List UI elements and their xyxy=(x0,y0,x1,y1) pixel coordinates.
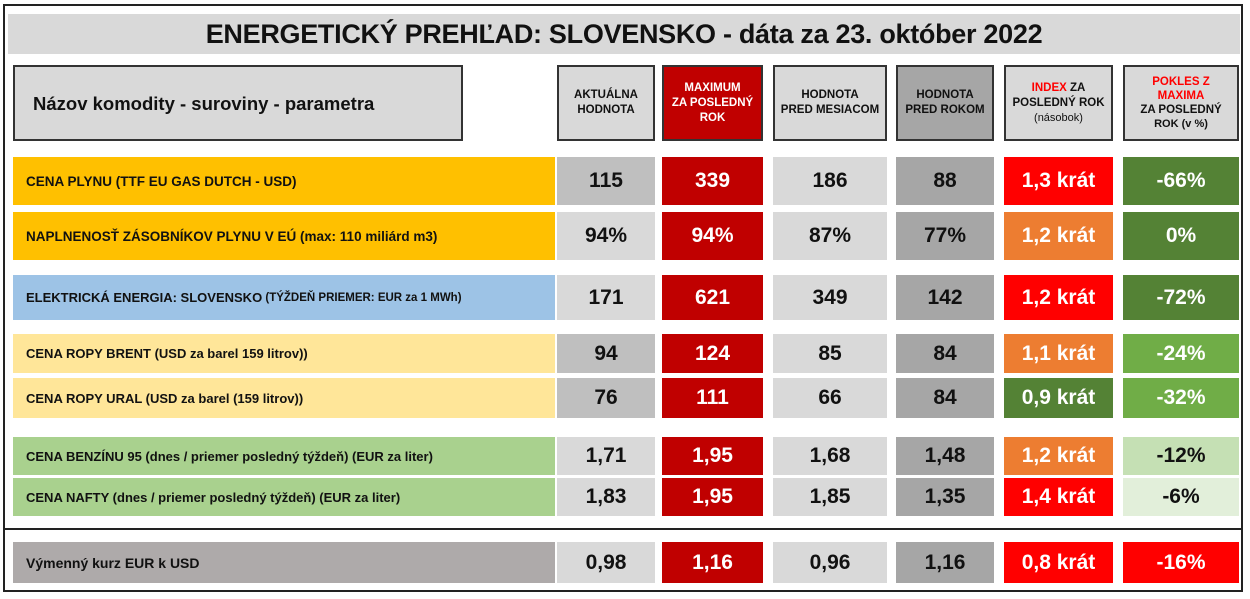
header-month-ago: HODNOTA PRED MESIACOM xyxy=(773,65,887,141)
row-name-text: CENA BENZÍNU 95 (dnes / priemer posledný… xyxy=(26,448,433,464)
cell-index: 1,1 krát xyxy=(1004,334,1113,373)
cell-month-ago: 349 xyxy=(773,275,887,320)
cell-maximum: 111 xyxy=(662,378,763,418)
row-name-suffix: (TÝŽDEŇ PRIEMER: EUR za 1 MWh) xyxy=(262,291,462,304)
header-drop-line3: ZA POSLEDNÝ xyxy=(1140,104,1222,116)
cell-current: 94 xyxy=(557,334,655,373)
header-current: AKTUÁLNA HODNOTA xyxy=(557,65,655,141)
cell-index: 0,8 krát xyxy=(1004,542,1113,583)
cell-month-ago: 87% xyxy=(773,212,887,260)
cell-index: 1,2 krát xyxy=(1004,437,1113,475)
header-maximum: MAXIMUM ZA POSLEDNÝ ROK xyxy=(662,65,763,141)
header-index-rest: ZA xyxy=(1066,81,1086,94)
header-month-line1: HODNOTA xyxy=(801,89,859,101)
cell-index: 1,2 krát xyxy=(1004,275,1113,320)
header-maximum-line2: ZA POSLEDNÝ xyxy=(671,96,754,109)
cell-year-ago: 84 xyxy=(896,334,994,373)
cell-year-ago: 77% xyxy=(896,212,994,260)
cell-drop: -72% xyxy=(1123,275,1239,320)
cell-month-ago: 186 xyxy=(773,157,887,205)
cell-index: 0,9 krát xyxy=(1004,378,1113,418)
header-month-line2: PRED MESIACOM xyxy=(780,104,880,116)
page-title: ENERGETICKÝ PREHĽAD: SLOVENSKO - dáta za… xyxy=(8,14,1240,54)
cell-current: 76 xyxy=(557,378,655,418)
header-name: Názov komodity - suroviny - parametra xyxy=(13,65,463,141)
row-name: CENA PLYNU (TTF EU GAS DUTCH - USD) xyxy=(13,157,555,205)
header-drop: POKLES Z MAXIMA ZA POSLEDNÝ ROK (v %) xyxy=(1123,65,1239,141)
cell-drop: -32% xyxy=(1123,378,1239,418)
cell-drop: -6% xyxy=(1123,478,1239,516)
cell-drop: -12% xyxy=(1123,437,1239,475)
cell-drop: -16% xyxy=(1123,542,1239,583)
cell-maximum: 94% xyxy=(662,212,763,260)
header-index-line3: (násobok) xyxy=(1034,111,1083,124)
header-maximum-line1: MAXIMUM xyxy=(684,81,741,94)
row-name-text: CENA ROPY BRENT (USD za barel 159 litrov… xyxy=(26,346,308,361)
header-current-line1: AKTUÁLNA xyxy=(574,89,638,101)
cell-maximum: 124 xyxy=(662,334,763,373)
cell-drop: -24% xyxy=(1123,334,1239,373)
header-index-line1: INDEX ZA xyxy=(1032,81,1086,96)
cell-year-ago: 1,48 xyxy=(896,437,994,475)
cell-drop: -66% xyxy=(1123,157,1239,205)
cell-current: 171 xyxy=(557,275,655,320)
cell-year-ago: 1,16 xyxy=(896,542,994,583)
cell-index: 1,4 krát xyxy=(1004,478,1113,516)
header-maximum-line3: ROK xyxy=(699,111,726,124)
cell-year-ago: 142 xyxy=(896,275,994,320)
cell-year-ago: 88 xyxy=(896,157,994,205)
row-name-text: NAPLNENOSŤ ZÁSOBNÍKOV PLYNU V EÚ (max: 1… xyxy=(26,228,438,244)
cell-current: 1,83 xyxy=(557,478,655,516)
cell-maximum: 1,95 xyxy=(662,437,763,475)
row-name-text: Výmenný kurz EUR k USD xyxy=(26,554,200,571)
row-name: ELEKTRICKÁ ENERGIA: SLOVENSKO (TÝŽDEŇ PR… xyxy=(13,275,555,320)
cell-month-ago: 0,96 xyxy=(773,542,887,583)
row-name: CENA ROPY URAL (USD za barel (159 litrov… xyxy=(13,378,555,418)
row-name: Výmenný kurz EUR k USD xyxy=(13,542,555,583)
header-year-line1: HODNOTA xyxy=(916,89,974,101)
row-name-text: ELEKTRICKÁ ENERGIA: SLOVENSKO xyxy=(26,290,263,305)
row-name: CENA ROPY BRENT (USD za barel 159 litrov… xyxy=(13,334,555,373)
header-year-ago: HODNOTA PRED ROKOM xyxy=(896,65,994,141)
header-drop-line2: MAXIMA xyxy=(1157,90,1205,102)
cell-current: 1,71 xyxy=(557,437,655,475)
header-current-line2: HODNOTA xyxy=(577,104,635,116)
cell-year-ago: 84 xyxy=(896,378,994,418)
header-index-red: INDEX xyxy=(1031,81,1067,94)
section-divider xyxy=(3,528,1243,530)
header-year-line2: PRED ROKOM xyxy=(905,104,985,116)
cell-maximum: 1,16 xyxy=(662,542,763,583)
cell-current: 115 xyxy=(557,157,655,205)
header-index: INDEX ZA POSLEDNÝ ROK (násobok) xyxy=(1004,65,1113,141)
cell-current: 0,98 xyxy=(557,542,655,583)
cell-index: 1,2 krát xyxy=(1004,212,1113,260)
cell-month-ago: 1,85 xyxy=(773,478,887,516)
row-name-text: CENA ROPY URAL (USD za barel (159 litrov… xyxy=(26,390,304,406)
cell-month-ago: 1,68 xyxy=(773,437,887,475)
cell-month-ago: 66 xyxy=(773,378,887,418)
cell-drop: 0% xyxy=(1123,212,1239,260)
row-name: CENA BENZÍNU 95 (dnes / priemer posledný… xyxy=(13,437,555,475)
row-name-text: CENA NAFTY (dnes / priemer posledný týžd… xyxy=(26,489,401,505)
row-name-text: CENA PLYNU (TTF EU GAS DUTCH - USD) xyxy=(26,173,297,189)
row-name: CENA NAFTY (dnes / priemer posledný týžd… xyxy=(13,478,555,516)
cell-year-ago: 1,35 xyxy=(896,478,994,516)
cell-index: 1,3 krát xyxy=(1004,157,1113,205)
cell-maximum: 1,95 xyxy=(662,478,763,516)
header-drop-line4: ROK (v %) xyxy=(1154,118,1208,130)
cell-month-ago: 85 xyxy=(773,334,887,373)
cell-current: 94% xyxy=(557,212,655,260)
header-index-line2: POSLEDNÝ ROK xyxy=(1012,96,1105,109)
header-drop-line1: POKLES Z xyxy=(1152,76,1210,88)
row-name: NAPLNENOSŤ ZÁSOBNÍKOV PLYNU V EÚ (max: 1… xyxy=(13,212,555,260)
cell-maximum: 621 xyxy=(662,275,763,320)
cell-maximum: 339 xyxy=(662,157,763,205)
